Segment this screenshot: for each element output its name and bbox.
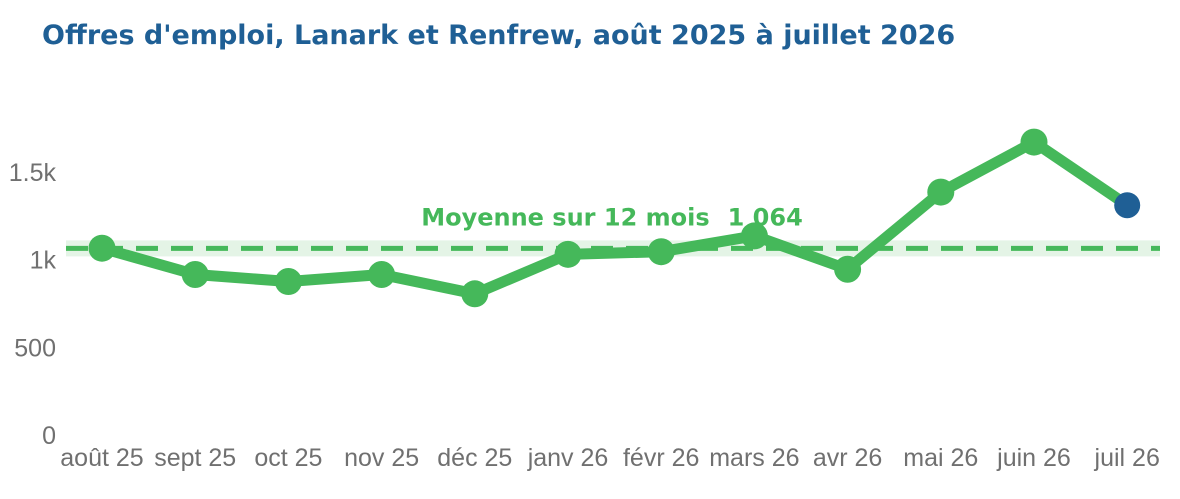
y-tick-label: 0 bbox=[42, 422, 56, 450]
data-point bbox=[554, 240, 582, 268]
x-tick-label: janv 26 bbox=[527, 444, 609, 472]
average-value-text: 1 064 bbox=[728, 203, 803, 231]
series-group bbox=[88, 128, 1141, 308]
x-tick-label: nov 25 bbox=[344, 444, 419, 472]
average-label: Moyenne sur 12 mois 1 064 bbox=[421, 203, 803, 231]
data-point bbox=[368, 261, 396, 289]
average-label-text: Moyenne sur 12 mois bbox=[421, 203, 709, 231]
x-tick-label: oct 25 bbox=[254, 444, 322, 472]
data-point bbox=[647, 238, 675, 266]
y-tick-label: 1k bbox=[30, 247, 57, 275]
data-point bbox=[88, 234, 116, 262]
x-tick-label: juil 26 bbox=[1094, 444, 1160, 472]
series-line bbox=[96, 136, 1133, 300]
x-tick-label: mai 26 bbox=[903, 444, 978, 472]
x-tick-label: déc 25 bbox=[437, 444, 512, 472]
last-data-point bbox=[1114, 192, 1141, 219]
data-point bbox=[274, 268, 302, 296]
x-tick-label: sept 25 bbox=[154, 444, 236, 472]
x-tick-label: juin 26 bbox=[996, 444, 1071, 472]
data-point bbox=[181, 261, 209, 289]
x-tick-label: août 25 bbox=[60, 444, 143, 472]
data-point bbox=[740, 222, 768, 250]
x-tick-label: mars 26 bbox=[709, 444, 799, 472]
y-axis: 0 500 1k 1.5k bbox=[9, 159, 57, 450]
x-axis: août 25 sept 25 oct 25 nov 25 déc 25 janv 26 f… bbox=[60, 444, 1160, 472]
y-tick-label: 500 bbox=[14, 334, 56, 362]
data-point bbox=[834, 255, 862, 283]
chart-title: Offres d'emploi, Lanark et Renfrew, août… bbox=[42, 20, 956, 51]
x-tick-label: avr 26 bbox=[813, 444, 882, 472]
y-tick-label: 1.5k bbox=[9, 159, 57, 187]
x-tick-label: févr 26 bbox=[623, 444, 699, 472]
data-point bbox=[927, 178, 955, 206]
data-point bbox=[1020, 128, 1048, 156]
data-point bbox=[461, 280, 489, 308]
